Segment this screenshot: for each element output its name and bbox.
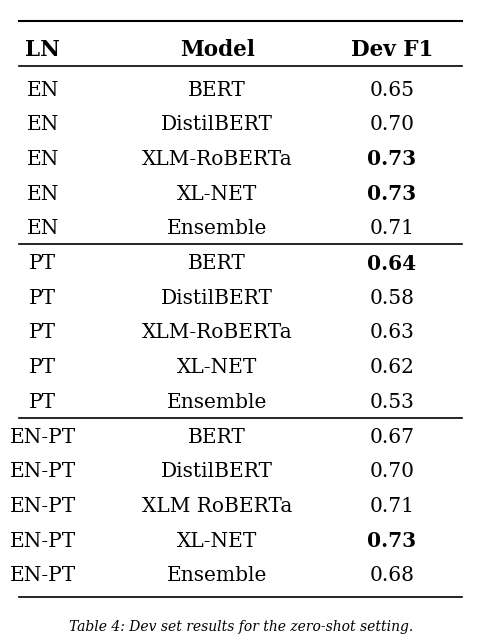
Text: 0.68: 0.68	[369, 566, 414, 585]
Text: DistilBERT: DistilBERT	[161, 115, 273, 134]
Text: PT: PT	[29, 323, 56, 343]
Text: BERT: BERT	[188, 254, 246, 273]
Text: EN: EN	[26, 150, 59, 169]
Text: LN: LN	[25, 39, 60, 61]
Text: XLM RoBERTa: XLM RoBERTa	[142, 497, 293, 516]
Text: BERT: BERT	[188, 80, 246, 100]
Text: 0.62: 0.62	[369, 358, 414, 377]
Text: 0.67: 0.67	[369, 428, 414, 446]
Text: DistilBERT: DistilBERT	[161, 462, 273, 481]
Text: 0.70: 0.70	[369, 115, 414, 134]
Text: EN: EN	[26, 185, 59, 204]
Text: EN-PT: EN-PT	[10, 428, 76, 446]
Text: XL-NET: XL-NET	[177, 358, 257, 377]
Text: DistilBERT: DistilBERT	[161, 289, 273, 308]
Text: 0.63: 0.63	[369, 323, 414, 343]
Text: Model: Model	[180, 39, 255, 61]
Text: PT: PT	[29, 358, 56, 377]
Text: EN: EN	[26, 220, 59, 238]
Text: XLM-RoBERTa: XLM-RoBERTa	[142, 150, 293, 169]
Text: BERT: BERT	[188, 428, 246, 446]
Text: 0.71: 0.71	[369, 497, 414, 516]
Text: Ensemble: Ensemble	[167, 220, 267, 238]
Text: PT: PT	[29, 254, 56, 273]
Text: 0.64: 0.64	[367, 254, 416, 274]
Text: EN-PT: EN-PT	[10, 532, 76, 551]
Text: Dev F1: Dev F1	[350, 39, 433, 61]
Text: Table 4: Dev set results for the zero-shot setting.: Table 4: Dev set results for the zero-sh…	[69, 620, 413, 634]
Text: EN: EN	[26, 115, 59, 134]
Text: 0.73: 0.73	[367, 149, 416, 169]
Text: PT: PT	[29, 289, 56, 308]
Text: 0.71: 0.71	[369, 220, 414, 238]
Text: EN-PT: EN-PT	[10, 497, 76, 516]
Text: 0.53: 0.53	[369, 393, 414, 412]
Text: XLM-RoBERTa: XLM-RoBERTa	[142, 323, 293, 343]
Text: XL-NET: XL-NET	[177, 532, 257, 551]
Text: 0.65: 0.65	[369, 80, 414, 100]
Text: 0.73: 0.73	[367, 184, 416, 204]
Text: XL-NET: XL-NET	[177, 185, 257, 204]
Text: EN: EN	[26, 80, 59, 100]
Text: Ensemble: Ensemble	[167, 566, 267, 585]
Text: Ensemble: Ensemble	[167, 393, 267, 412]
Text: 0.70: 0.70	[369, 462, 414, 481]
Text: 0.73: 0.73	[367, 531, 416, 551]
Text: EN-PT: EN-PT	[10, 566, 76, 585]
Text: EN-PT: EN-PT	[10, 462, 76, 481]
Text: PT: PT	[29, 393, 56, 412]
Text: 0.58: 0.58	[369, 289, 414, 308]
